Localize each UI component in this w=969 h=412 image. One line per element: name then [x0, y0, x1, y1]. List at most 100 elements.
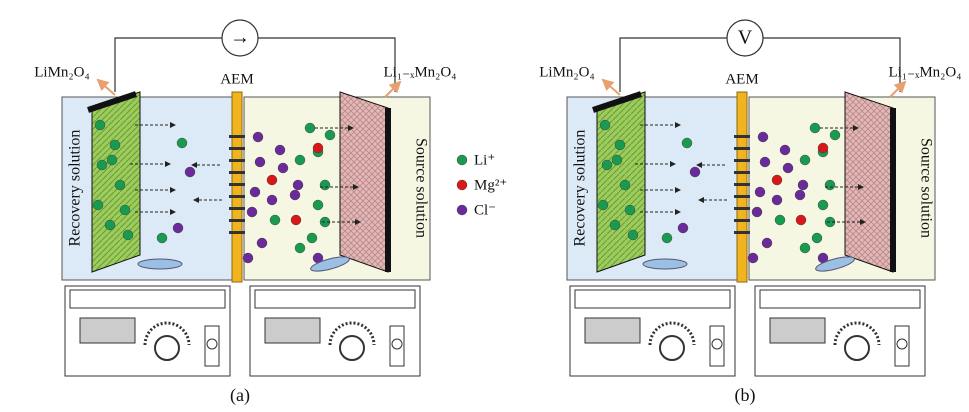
legend-swatch: [457, 205, 467, 215]
lead-arrow: [385, 82, 400, 97]
ion: [600, 120, 610, 130]
ion: [93, 200, 103, 210]
left-solution-label: Recovery solution: [67, 130, 84, 247]
recovery-tank: [62, 97, 234, 280]
membrane-pore: [229, 135, 245, 138]
legend-label: Cl⁻: [474, 202, 496, 218]
source-tank: [244, 97, 430, 280]
ion: [620, 180, 630, 190]
ion: [293, 180, 303, 190]
membrane-pore: [229, 147, 245, 150]
right-electrode: [340, 92, 388, 272]
meter-symbol: →: [230, 27, 250, 49]
ion: [123, 230, 133, 240]
membrane: [232, 92, 242, 282]
meter-symbol: V: [738, 27, 753, 49]
membrane-pore: [229, 183, 245, 186]
lead-arrow: [890, 82, 905, 97]
membrane-pore: [734, 195, 750, 198]
ion: [267, 195, 277, 205]
membrane-label: AEM: [220, 71, 253, 87]
lead-arrow: [603, 80, 620, 95]
membrane-pore: [229, 207, 245, 210]
ion: [812, 233, 822, 243]
ion: [628, 230, 638, 240]
ion: [798, 180, 808, 190]
ion: [157, 233, 167, 243]
stirrer-knob: [340, 336, 364, 360]
ion: [97, 160, 107, 170]
ion: [177, 138, 187, 148]
ion: [110, 140, 120, 150]
source-tank: [749, 97, 935, 280]
membrane-pore: [734, 159, 750, 162]
membrane-pore: [229, 171, 245, 174]
ion: [275, 145, 285, 155]
membrane-pore: [229, 219, 245, 222]
ion: [250, 187, 260, 197]
ion: [796, 215, 806, 225]
ion: [270, 215, 280, 225]
membrane-pore: [734, 147, 750, 150]
ion: [762, 238, 772, 248]
ion: [772, 195, 782, 205]
ion: [682, 138, 692, 148]
ion: [305, 123, 315, 133]
ion: [185, 167, 195, 177]
ion: [758, 132, 768, 142]
stirrer-switch-button: [897, 339, 907, 349]
ion: [247, 207, 257, 217]
ion: [610, 220, 620, 230]
panel-label: (b): [735, 385, 756, 406]
stirrer-display: [770, 318, 825, 343]
ion: [775, 215, 785, 225]
legend-swatch: [457, 155, 467, 165]
ion: [320, 180, 330, 190]
ion: [290, 190, 300, 200]
stirrer-top: [575, 290, 730, 308]
stirrer-top: [255, 290, 415, 308]
ion: [800, 155, 810, 165]
ion: [625, 205, 635, 215]
ion: [760, 157, 770, 167]
membrane-pore: [734, 171, 750, 174]
ion: [243, 253, 253, 263]
ion: [295, 243, 305, 253]
right-electrode-label: Li₁₋ₓMn₂O₄: [889, 64, 962, 80]
stirrer-switch-button: [392, 339, 402, 349]
ion: [752, 207, 762, 217]
ion: [295, 155, 305, 165]
ion: [772, 175, 782, 185]
left-electrode-label: LiMn₂O₄: [539, 64, 594, 80]
ion: [313, 143, 323, 153]
ion: [598, 200, 608, 210]
recovery-tank: [567, 97, 739, 280]
ion: [818, 200, 828, 210]
stirrer-knob: [845, 336, 869, 360]
stirrer-switch-button: [712, 339, 722, 349]
membrane-pore: [229, 159, 245, 162]
ion: [783, 163, 793, 173]
membrane-pore: [734, 231, 750, 234]
ion: [780, 145, 790, 155]
membrane: [737, 92, 747, 282]
membrane-pore: [734, 219, 750, 222]
legend-label: Li⁺: [474, 152, 495, 168]
membrane-pore: [734, 183, 750, 186]
ion: [257, 238, 267, 248]
ion: [818, 143, 828, 153]
stirrer-top: [760, 290, 920, 308]
membrane-label: AEM: [725, 71, 758, 87]
ion: [107, 155, 117, 165]
ion: [253, 132, 263, 142]
ion: [615, 140, 625, 150]
ion: [795, 190, 805, 200]
ion: [313, 200, 323, 210]
ion: [748, 253, 758, 263]
stir-bar: [643, 259, 687, 269]
ion: [755, 187, 765, 197]
ion: [267, 175, 277, 185]
membrane-pore: [229, 195, 245, 198]
